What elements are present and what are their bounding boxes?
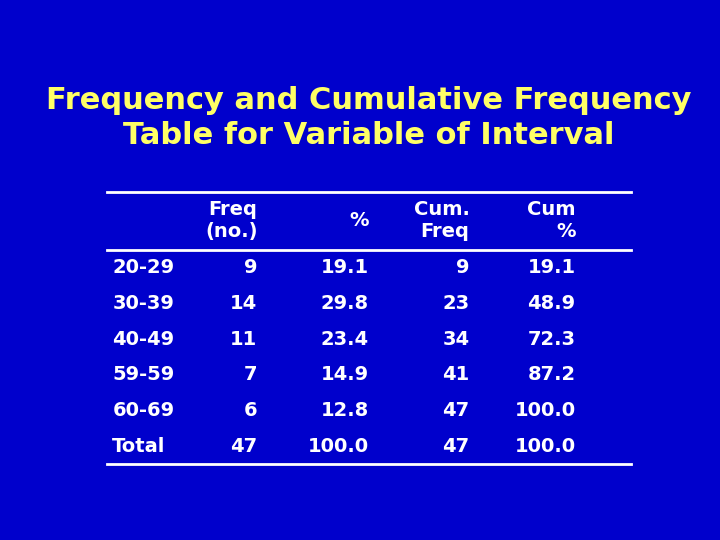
Text: 23.4: 23.4	[321, 329, 369, 348]
Text: 30-39: 30-39	[112, 294, 174, 313]
Text: 40-49: 40-49	[112, 329, 174, 348]
Text: 29.8: 29.8	[321, 294, 369, 313]
Text: Cum
%: Cum %	[527, 200, 575, 241]
Text: 9: 9	[244, 258, 258, 277]
Text: 11: 11	[230, 329, 258, 348]
Text: 12.8: 12.8	[320, 401, 369, 420]
Text: 20-29: 20-29	[112, 258, 174, 277]
Text: 59-59: 59-59	[112, 365, 174, 384]
Text: 7: 7	[244, 365, 258, 384]
Text: Cum.
Freq: Cum. Freq	[413, 200, 469, 241]
Text: 60-69: 60-69	[112, 401, 174, 420]
Text: 72.3: 72.3	[528, 329, 575, 348]
Text: Frequency and Cumulative Frequency
Table for Variable of Interval: Frequency and Cumulative Frequency Table…	[46, 85, 692, 151]
Text: 100.0: 100.0	[514, 437, 575, 456]
Text: 47: 47	[442, 401, 469, 420]
Text: 6: 6	[244, 401, 258, 420]
Text: %: %	[349, 211, 369, 230]
Text: 19.1: 19.1	[527, 258, 575, 277]
Text: 14: 14	[230, 294, 258, 313]
Text: 23: 23	[442, 294, 469, 313]
Text: Freq
(no.): Freq (no.)	[205, 200, 258, 241]
Text: 47: 47	[442, 437, 469, 456]
Text: 100.0: 100.0	[514, 401, 575, 420]
Text: 14.9: 14.9	[321, 365, 369, 384]
Text: 34: 34	[442, 329, 469, 348]
Text: 9: 9	[456, 258, 469, 277]
Text: 87.2: 87.2	[527, 365, 575, 384]
Text: 41: 41	[442, 365, 469, 384]
Text: Total: Total	[112, 437, 166, 456]
Text: 48.9: 48.9	[527, 294, 575, 313]
Text: 47: 47	[230, 437, 258, 456]
Text: 100.0: 100.0	[308, 437, 369, 456]
Text: 19.1: 19.1	[321, 258, 369, 277]
